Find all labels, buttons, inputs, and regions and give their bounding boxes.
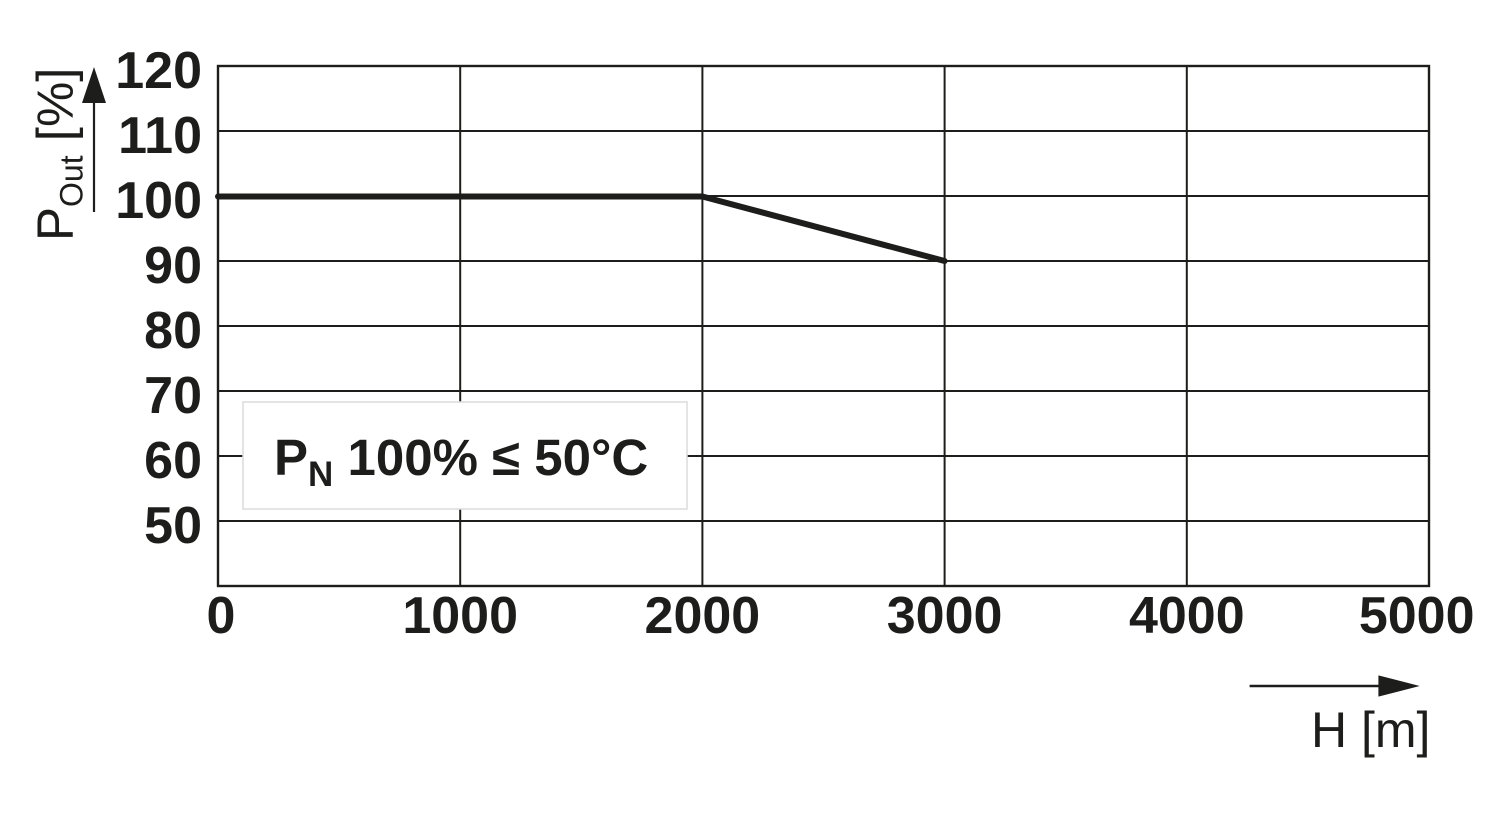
svg-text:POut [%]: POut [%] xyxy=(27,68,90,241)
svg-text:H [m]: H [m] xyxy=(1311,702,1430,758)
svg-text:90: 90 xyxy=(144,237,202,295)
svg-text:110: 110 xyxy=(118,107,202,165)
svg-text:120: 120 xyxy=(115,42,202,100)
svg-text:PN 100% ≤ 50°C: PN 100% ≤ 50°C xyxy=(274,429,648,494)
svg-text:4000: 4000 xyxy=(1129,587,1245,645)
svg-text:0: 0 xyxy=(207,587,236,645)
svg-text:5000: 5000 xyxy=(1359,587,1475,645)
svg-text:50: 50 xyxy=(144,497,202,555)
svg-text:100: 100 xyxy=(115,172,202,230)
svg-text:70: 70 xyxy=(144,367,202,425)
svg-text:3000: 3000 xyxy=(887,587,1003,645)
svg-text:2000: 2000 xyxy=(645,587,761,645)
svg-text:1000: 1000 xyxy=(402,587,518,645)
svg-text:60: 60 xyxy=(144,432,202,490)
svg-text:80: 80 xyxy=(144,302,202,360)
